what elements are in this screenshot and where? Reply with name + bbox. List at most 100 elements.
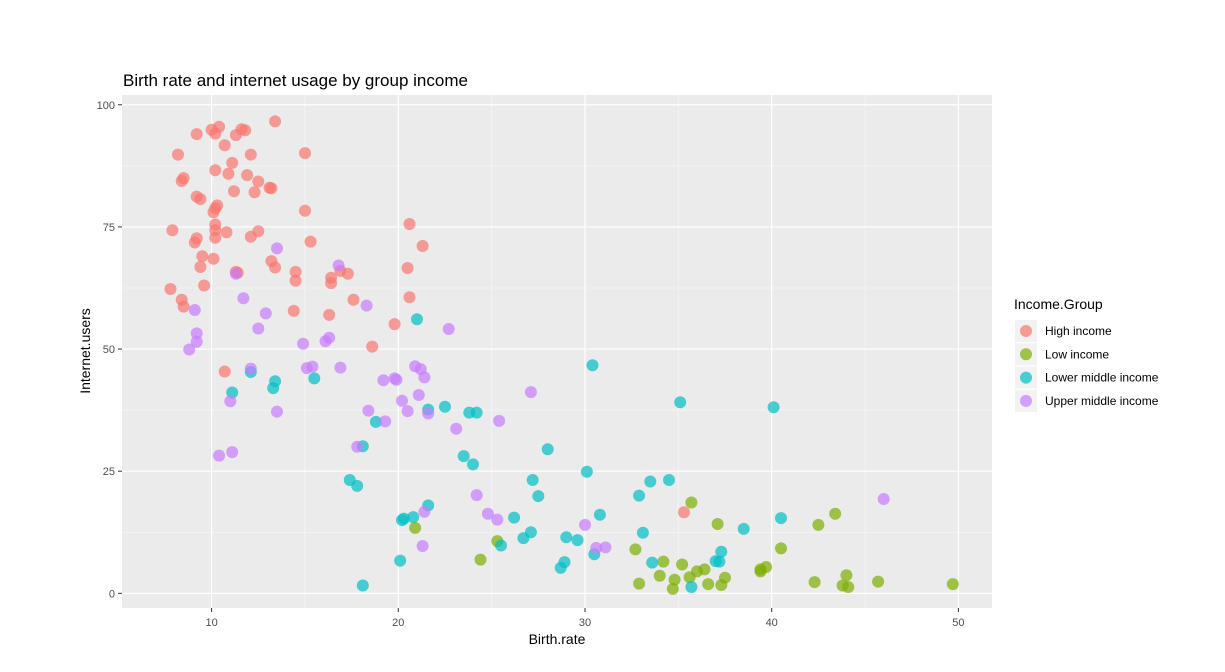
point-lower-middle-income [470, 406, 483, 419]
y-axis-title: Internet.users [77, 308, 93, 394]
point-high-income [269, 115, 282, 128]
point-high-income [196, 250, 209, 263]
point-upper-middle-income [377, 374, 390, 387]
y-tick-label: 50 [103, 344, 115, 356]
point-upper-middle-income [252, 322, 265, 335]
point-high-income [289, 274, 302, 287]
point-high-income [263, 181, 276, 194]
point-upper-middle-income [332, 259, 345, 272]
point-high-income [388, 318, 401, 331]
point-high-income [244, 148, 257, 161]
point-lower-middle-income [407, 511, 420, 524]
point-low-income [666, 582, 679, 595]
point-high-income [207, 206, 220, 219]
point-lower-middle-income [397, 512, 410, 525]
point-high-income [209, 127, 222, 140]
point-upper-middle-income [319, 335, 332, 348]
y-tick-label: 100 [97, 100, 115, 112]
point-lower-middle-income [713, 555, 726, 568]
legend: Income.Group High income Low income Lower … [1014, 296, 1159, 412]
point-upper-middle-income [524, 386, 537, 399]
point-lower-middle-income [411, 313, 423, 326]
y-tick-label: 0 [109, 588, 115, 600]
legend-swatch-low-income [1020, 348, 1032, 361]
point-lower-middle-income [532, 490, 545, 503]
point-lower-middle-income [633, 489, 646, 502]
point-upper-middle-income [390, 373, 403, 386]
point-upper-middle-income [422, 407, 435, 420]
y-tick-label: 25 [103, 466, 115, 478]
point-low-income [715, 579, 728, 591]
point-high-income [678, 506, 690, 519]
point-upper-middle-income [470, 489, 483, 502]
point-high-income [241, 169, 254, 182]
x-tick-label: 10 [205, 617, 217, 629]
point-low-income [812, 518, 825, 531]
y-axis: 0 25 50 75 100 [97, 100, 122, 600]
legend-label-lower-middle-income: Lower middle income [1045, 371, 1159, 385]
point-high-income [222, 167, 235, 180]
point-upper-middle-income [442, 323, 455, 335]
point-upper-middle-income [493, 414, 506, 427]
point-upper-middle-income [190, 327, 203, 340]
point-lower-middle-income [394, 554, 407, 567]
point-upper-middle-income [491, 513, 504, 526]
point-high-income [194, 193, 207, 206]
minor-gridlines [122, 95, 992, 608]
point-high-income [299, 147, 311, 160]
point-high-income [228, 185, 240, 198]
point-high-income [164, 283, 177, 295]
point-upper-middle-income [190, 335, 203, 348]
legend-label-low-income: Low income [1045, 347, 1109, 361]
point-low-income [676, 558, 689, 571]
point-high-income [239, 124, 252, 137]
point-high-income [172, 148, 184, 161]
point-upper-middle-income [259, 307, 272, 320]
point-high-income [416, 240, 429, 252]
point-low-income [829, 507, 842, 520]
point-upper-middle-income [590, 541, 603, 554]
point-low-income [685, 496, 698, 509]
point-lower-middle-income [593, 508, 606, 521]
point-lower-middle-income [308, 372, 321, 385]
point-lower-middle-income [356, 579, 369, 592]
point-high-income [218, 365, 231, 378]
point-high-income [248, 186, 261, 199]
point-lower-middle-income [351, 479, 364, 492]
point-upper-middle-income [418, 371, 431, 384]
point-high-income [366, 340, 379, 353]
point-high-income [220, 226, 233, 239]
point-high-income [229, 129, 242, 142]
point-lower-middle-income [644, 475, 657, 488]
point-high-income [226, 156, 239, 169]
plot-panel [122, 95, 992, 608]
point-lower-middle-income [267, 382, 280, 395]
point-upper-middle-income [306, 360, 319, 373]
x-tick-label: 30 [579, 617, 591, 629]
point-high-income [304, 235, 317, 248]
point-low-income [840, 569, 853, 582]
point-lower-middle-income [369, 415, 382, 428]
point-lower-middle-income [663, 474, 675, 486]
y-tick-label: 75 [103, 222, 115, 234]
point-lower-middle-income [554, 561, 567, 574]
point-low-income [775, 542, 787, 555]
point-high-income [218, 139, 231, 152]
legend-label-high-income: High income [1045, 324, 1112, 338]
point-high-income [347, 293, 360, 306]
point-lower-middle-income [685, 581, 698, 593]
point-lower-middle-income [674, 396, 687, 409]
point-upper-middle-income [351, 440, 364, 453]
point-low-income [711, 518, 724, 530]
point-low-income [629, 543, 642, 556]
point-lower-middle-income [767, 401, 780, 414]
point-high-income [188, 236, 201, 249]
legend-swatch-upper-middle-income [1020, 394, 1032, 407]
point-high-income [323, 308, 336, 321]
point-lower-middle-income [495, 539, 507, 552]
x-axis: 10 20 30 40 50 [205, 608, 965, 629]
point-high-income [190, 128, 203, 141]
point-high-income [207, 252, 220, 265]
point-high-income [209, 231, 222, 244]
